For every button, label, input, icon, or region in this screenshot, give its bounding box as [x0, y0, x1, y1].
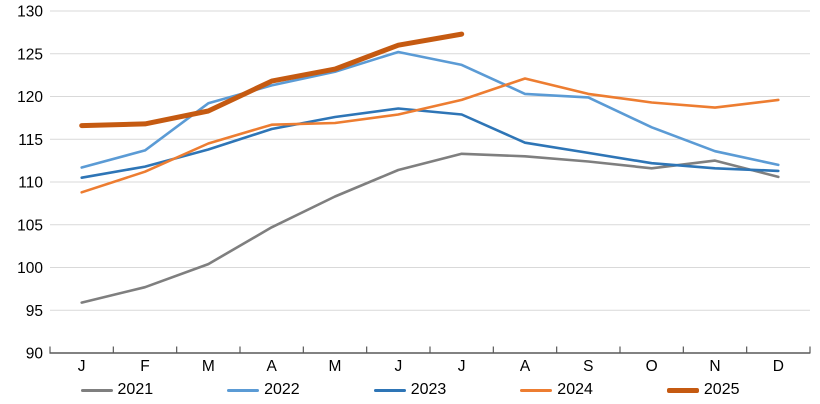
y-axis-label: 125 [17, 46, 43, 63]
x-axis-label: A [266, 358, 277, 375]
y-axis-label: 130 [17, 4, 43, 21]
x-axis-label: M [329, 358, 342, 375]
legend-item-2024: 2024 [520, 382, 593, 398]
y-axis-label: 120 [17, 89, 43, 106]
y-axis-label: 105 [17, 217, 43, 234]
x-axis-label: J [78, 358, 86, 375]
series-line-2023 [80, 107, 780, 179]
x-axis-label: O [646, 358, 658, 375]
legend-item-2022: 2022 [227, 382, 300, 398]
y-axis-label: 110 [18, 175, 43, 192]
legend-label-2021: 2021 [117, 381, 154, 398]
legend-swatch-2022 [227, 388, 260, 392]
series-line-2024 [80, 77, 780, 194]
y-axis-label: 95 [26, 303, 43, 320]
legend-swatch-2023 [373, 388, 406, 392]
series-line-2021 [80, 152, 780, 304]
y-axis-label: 90 [26, 346, 44, 363]
series-line-2025 [79, 31, 465, 129]
x-axis-label: J [458, 358, 466, 375]
x-axis-label: D [773, 358, 784, 375]
x-axis-label: S [583, 358, 593, 375]
legend-item-2023: 2023 [373, 381, 447, 398]
legend-label-2025: 2025 [703, 381, 740, 398]
legend-item-2025: 2025 [666, 381, 740, 398]
x-axis-label: F [140, 358, 149, 375]
legend-swatch-2024 [520, 388, 553, 392]
x-axis-label: M [202, 358, 215, 375]
x-axis-label: J [394, 358, 402, 375]
series-line-2022 [80, 50, 780, 169]
legend-label-2024: 2024 [557, 381, 593, 398]
legend-item-2021: 2021 [80, 381, 154, 398]
y-axis-label: 100 [17, 260, 43, 277]
legend-label-2023: 2023 [410, 381, 447, 398]
legend-swatch-2025 [666, 387, 699, 393]
chart-legend: 2021 2022 2023 2024 2025 [0, 378, 820, 402]
legend-swatch-2021 [80, 388, 113, 392]
x-axis-label: A [520, 358, 531, 375]
legend-label-2022: 2022 [264, 381, 300, 398]
chart-plot-area: 90 95 100 105 110 115 120 125 130 J F M A M J J A S O N D [17, 4, 811, 375]
y-axis-label: 115 [18, 132, 43, 149]
x-axis-label: N [709, 358, 720, 375]
